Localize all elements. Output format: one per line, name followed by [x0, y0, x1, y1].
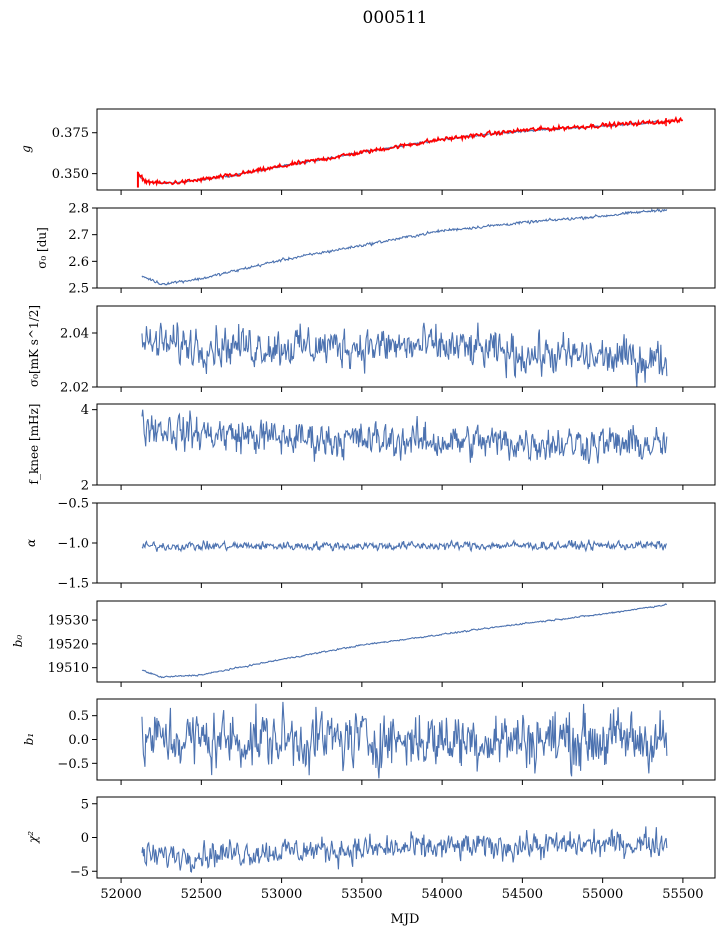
ylabel-chi2: χ² [26, 831, 40, 844]
axes-frame-sigma0 [96, 207, 716, 289]
ylabel-b0: b₀ [11, 635, 25, 648]
series-line-b1 [141, 701, 668, 779]
panel-fknee-plot: 24 [81, 403, 716, 494]
axes-frame-b0 [96, 600, 716, 683]
panel-chi2-plot: −5 0 5 52000 52500 53000 53500 54000 54500 55000 5… [70, 796, 716, 902]
axes-frame-fknee [96, 403, 716, 486]
axes-frame-chi2 [96, 796, 716, 879]
ytick-label-sigma0-3: 2.8 [68, 202, 89, 217]
series-line-sigma0 [141, 208, 668, 286]
ytick-label-chi2-1: 0 [81, 831, 89, 846]
panel-alpha-plot: −1.5 −1.0 −0.5 [57, 497, 716, 592]
panel-sigma0: σ₀ [du] [35, 227, 49, 269]
ytick-label-b1-0: −0.5 [57, 757, 89, 772]
series-line-g-1 [136, 115, 683, 187]
ylabel-sigma0: σ₀ [du] [35, 227, 49, 269]
panel-sigma0-plot: 2.5 2.6 2.7 2.8 [68, 202, 716, 297]
ytick-label-chi2-2: 5 [81, 797, 89, 812]
panel-sigma0-mks: σ₀[mK s^1/2] [27, 305, 41, 387]
ylabel-g: g [19, 145, 33, 153]
panel-alpha: α [24, 539, 38, 547]
xtick-label-7: 55500 [662, 887, 703, 902]
xtick-label-3: 53500 [341, 887, 382, 902]
ytick-label-sigma0_mks-1: 2.04 [60, 327, 89, 342]
series-line-sigma0_mks [141, 322, 668, 387]
xtick-label-2: 53000 [261, 887, 302, 902]
xtick-label-6: 55000 [582, 887, 623, 902]
series-line-alpha [141, 539, 667, 553]
xtick-label-0: 52000 [100, 887, 141, 902]
panel-b1-plot: −0.5 0.0 0.5 [57, 698, 716, 785]
ytick-label-b1-1: 0.0 [68, 733, 89, 748]
figure-title: 000511 [363, 8, 428, 28]
ylabel-fknee: f_knee [mHz] [27, 404, 41, 485]
panel-chi2: χ² [26, 831, 40, 844]
ytick-label-chi2-0: −5 [70, 865, 89, 880]
panel-g: g [19, 145, 33, 153]
ytick-label-sigma0-2: 2.7 [68, 228, 89, 243]
xtick-label-1: 52500 [181, 887, 222, 902]
ytick-label-g-1: 0.375 [52, 126, 89, 141]
panel-g-plot: 0.350 0.375 [52, 108, 716, 195]
xtick-label-5: 54500 [502, 887, 543, 902]
panel-fknee: f_knee [mHz] [27, 404, 41, 485]
ytick-label-fknee-1: 4 [81, 403, 89, 418]
ytick-label-fknee-0: 2 [81, 479, 89, 494]
ytick-label-alpha-1: −1.0 [57, 537, 89, 552]
ytick-label-b0-0: 19510 [48, 661, 89, 676]
panel-b0: b₀ [11, 635, 25, 648]
ytick-label-sigma0-0: 2.5 [68, 282, 89, 297]
ylabel-b1: b₁ [22, 733, 36, 746]
xtick-label-4: 54000 [421, 887, 462, 902]
panel-sigma0_mks-plot: 2.02 2.04 [60, 305, 716, 396]
series-line-fknee [141, 409, 668, 464]
xaxis-label: MJD [391, 912, 420, 927]
series-line-chi2 [141, 826, 668, 873]
series-line-g [136, 119, 667, 185]
ytick-label-alpha-0: −1.5 [57, 577, 89, 592]
panel-b0-plot: 19510 19520 19530 [48, 600, 716, 687]
ytick-label-b0-1: 19520 [48, 637, 89, 652]
ylabel-alpha: α [24, 539, 38, 547]
ytick-label-alpha-2: −0.5 [57, 497, 89, 512]
series-line-b0 [141, 603, 668, 679]
ytick-label-sigma0-1: 2.6 [68, 255, 89, 270]
ytick-label-g-0: 0.350 [52, 167, 89, 182]
ytick-label-b0-2: 19530 [48, 614, 89, 629]
ytick-label-b1-2: 0.5 [68, 709, 89, 724]
ytick-label-sigma0_mks-0: 2.02 [60, 381, 89, 396]
axes-frame-sigma0_mks [96, 305, 716, 388]
panel-b1: b₁ [22, 733, 36, 746]
ylabel-sigma0-mks: σ₀[mK s^1/2] [27, 305, 41, 387]
axes-frame-g [96, 108, 716, 191]
